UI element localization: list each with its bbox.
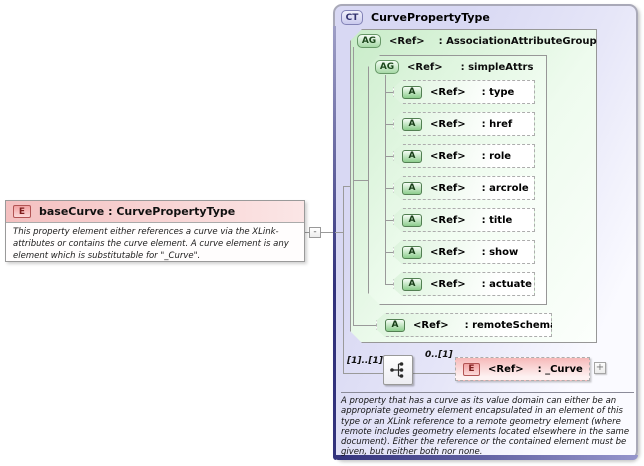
- element-title: baseCurve : CurvePropertyType: [39, 205, 236, 218]
- complextype-header: CT CurvePropertyType: [341, 10, 490, 25]
- attribute-name: : title: [481, 214, 513, 226]
- annotation-divider: [341, 392, 634, 393]
- connector-line: [412, 373, 455, 374]
- attributegroup-badge: AG: [357, 34, 381, 48]
- attribute-name: : arcrole: [481, 182, 529, 194]
- bottom-accent-edge: [333, 455, 638, 460]
- connector-line: [353, 180, 368, 181]
- element-curve[interactable]: E <Ref> : _Curve: [455, 357, 590, 381]
- attribute-type[interactable]: A <Ref> : type: [393, 80, 535, 104]
- attribute-show[interactable]: A <Ref> : show: [393, 240, 535, 264]
- attributegroup-simpleattrs[interactable]: AG <Ref> : simpleAttrs A <Ref> : type: [368, 55, 547, 305]
- ref-label: <Ref>: [430, 182, 466, 194]
- element-badge: E: [463, 362, 480, 376]
- connector-line: [335, 232, 343, 233]
- attribute-badge: A: [402, 118, 422, 131]
- attribute-name: : role: [481, 150, 512, 162]
- attributegroup-header: AG <Ref> : AssociationAttributeGroup: [351, 30, 596, 48]
- attribute-href[interactable]: A <Ref> : href: [393, 112, 535, 136]
- attributegroup-badge: AG: [375, 60, 399, 74]
- ref-label: <Ref>: [430, 278, 466, 290]
- connector-line: [385, 188, 393, 189]
- complextype-title: CurvePropertyType: [371, 11, 490, 24]
- attribute-actuate[interactable]: A <Ref> : actuate: [393, 272, 535, 296]
- attribute-role[interactable]: A <Ref> : role: [393, 144, 535, 168]
- connector-line: [385, 92, 393, 93]
- element-basecurve[interactable]: E baseCurve : CurvePropertyType This pro…: [5, 200, 305, 262]
- attribute-badge: A: [385, 319, 405, 332]
- attribute-name: : type: [481, 86, 515, 98]
- connector-line: [385, 75, 386, 284]
- left-accent-edge: [333, 26, 336, 460]
- complextype-annotation: A property that has a curve as its value…: [341, 396, 630, 458]
- ref-label: <Ref>: [413, 319, 449, 331]
- connector-line: [385, 156, 393, 157]
- attribute-badge: A: [402, 150, 422, 163]
- connector-line: [385, 124, 393, 125]
- ref-label: <Ref>: [430, 86, 466, 98]
- ref-label: <Ref>: [430, 214, 466, 226]
- attribute-badge: A: [402, 246, 422, 259]
- attribute-name: : href: [481, 118, 513, 130]
- element-header: E baseCurve : CurvePropertyType: [6, 201, 304, 223]
- connector-line: [353, 325, 376, 326]
- element-annotation: This property element either references …: [13, 227, 289, 261]
- simpleattrs-header: AG <Ref> : simpleAttrs: [369, 56, 546, 74]
- element-badge: E: [13, 205, 31, 218]
- attributegroup-associationattributegroup[interactable]: AG <Ref> : AssociationAttributeGroup AG …: [350, 29, 597, 343]
- collapse-icon[interactable]: -: [309, 227, 321, 238]
- attribute-name: : remoteSchema: [464, 319, 557, 331]
- ref-label: <Ref>: [430, 150, 466, 162]
- attribute-name: : show: [481, 246, 519, 258]
- connector-line: [385, 220, 393, 221]
- attributegroup-name: : AssociationAttributeGroup: [438, 35, 597, 47]
- attribute-remoteschema[interactable]: A <Ref> : remoteSchema: [376, 313, 552, 337]
- ref-label: <Ref>: [430, 246, 466, 258]
- connector-line: [343, 186, 352, 187]
- element-name: : _Curve: [537, 363, 583, 375]
- ref-label: <Ref>: [389, 35, 425, 47]
- ref-label: <Ref>: [430, 118, 466, 130]
- cardinality-child: 0..[1]: [425, 350, 453, 360]
- cardinality-parent: [1]..[1]: [347, 356, 383, 366]
- sequence-glyph: [390, 362, 404, 378]
- attribute-badge: A: [402, 214, 422, 227]
- ref-label: <Ref>: [407, 61, 443, 73]
- expand-icon[interactable]: +: [594, 362, 606, 374]
- sequence-icon[interactable]: [383, 355, 413, 385]
- attribute-arcrole[interactable]: A <Ref> : arcrole: [393, 176, 535, 200]
- connector-line: [343, 186, 344, 373]
- connector-line: [353, 47, 354, 325]
- connector-line: [343, 373, 383, 374]
- connector-line: [385, 284, 393, 285]
- ref-label: <Ref>: [488, 363, 524, 375]
- connector-line: [385, 252, 393, 253]
- attribute-name: : actuate: [481, 278, 532, 290]
- attribute-badge: A: [402, 278, 422, 291]
- complextype-badge: CT: [341, 10, 363, 25]
- complextype-curvepropertytype[interactable]: CT CurvePropertyType AG <Ref> : Associat…: [333, 4, 638, 460]
- attribute-badge: A: [402, 182, 422, 195]
- attribute-title[interactable]: A <Ref> : title: [393, 208, 535, 232]
- attribute-badge: A: [402, 86, 422, 99]
- simpleattrs-name: : simpleAttrs: [460, 61, 534, 73]
